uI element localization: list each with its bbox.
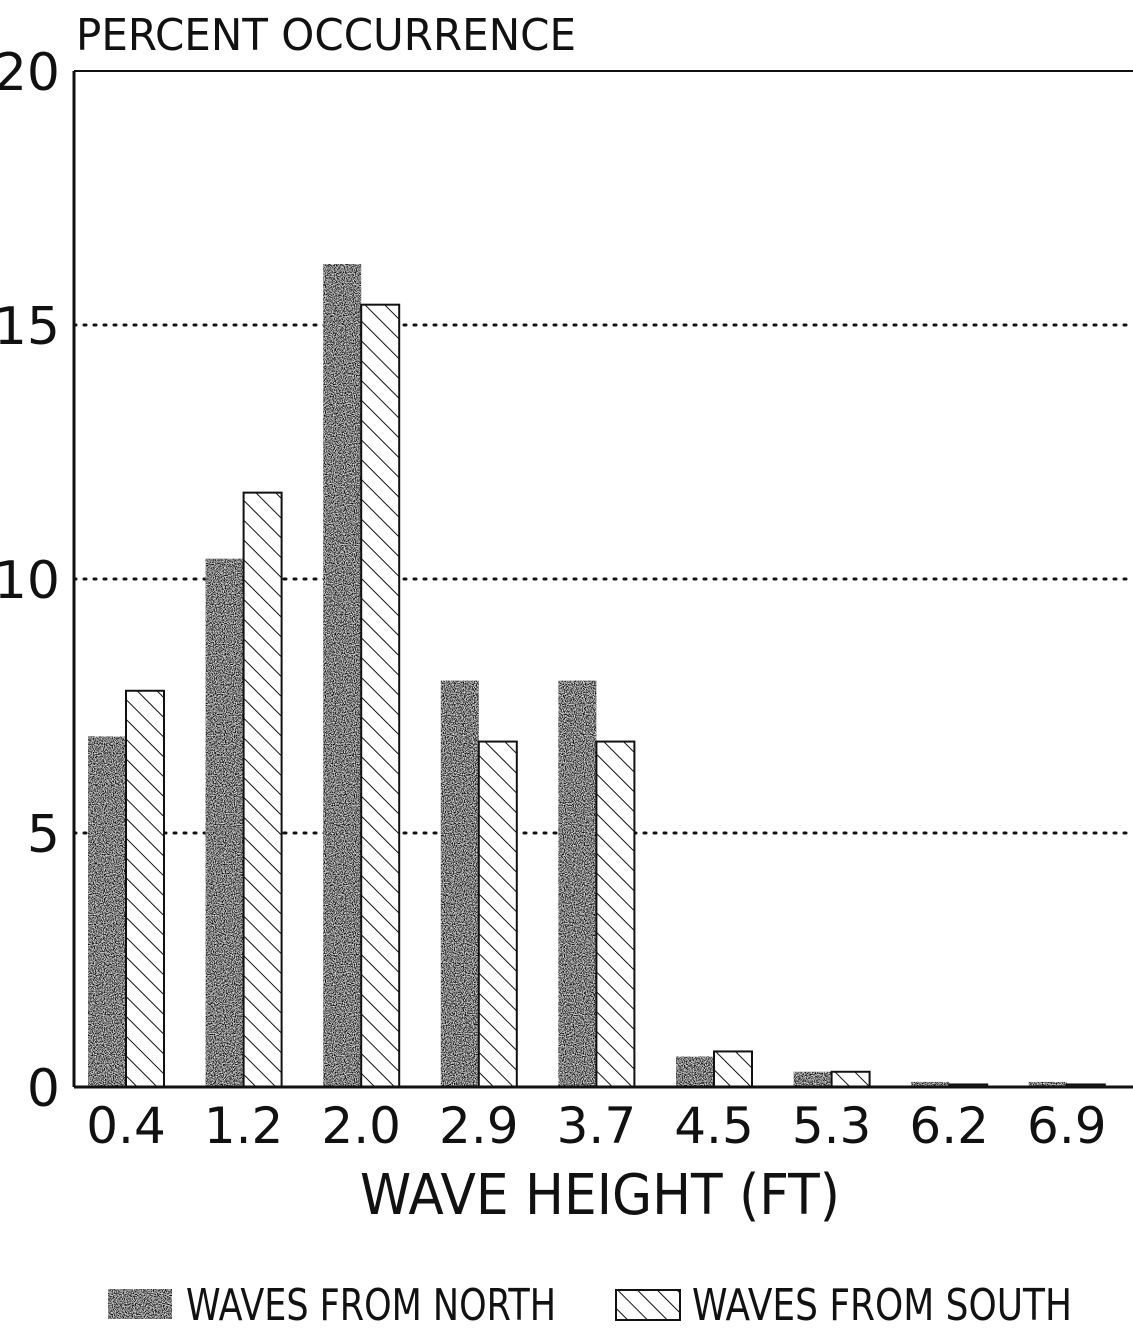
bar-south [477, 740, 518, 1088]
bar-north [323, 264, 362, 1087]
bar-north [88, 736, 126, 1087]
x-tick-label: 1.2 [204, 1097, 284, 1155]
y-axis-title: PERCENT OCCURRENCE [76, 10, 576, 61]
y-tick-label: 10 [0, 551, 60, 611]
bar-south [125, 689, 165, 1088]
legend-swatch-south [615, 1289, 681, 1321]
bar-north [676, 1056, 714, 1087]
bar-north [911, 1081, 950, 1087]
x-tick-label: 6.2 [909, 1097, 989, 1155]
x-axis-title: WAVE HEIGHT (FT) [360, 1163, 840, 1228]
bar-north [440, 680, 479, 1087]
bar-north [205, 558, 244, 1087]
bar-north [558, 680, 597, 1087]
bar-south [595, 740, 636, 1088]
y-tick-label: 15 [0, 297, 60, 357]
legend-label-north: WAVES FROM NORTH [186, 1280, 556, 1329]
x-tick-label: 4.5 [674, 1097, 754, 1155]
x-tick-labels: 0.4 1.2 2.0 2.9 3.7 4.5 5.3 6.2 6.9 [86, 1097, 1106, 1155]
x-tick-label: 6.9 [1027, 1097, 1107, 1155]
y-tick-label: 0 [27, 1059, 60, 1119]
bar-south [830, 1070, 871, 1089]
x-tick-label: 5.3 [792, 1097, 872, 1155]
bar-north [1028, 1081, 1067, 1087]
x-tick-label: 2.9 [439, 1097, 519, 1155]
x-tick-label: 0.4 [86, 1097, 166, 1155]
legend-label-south: WAVES FROM SOUTH [692, 1280, 1072, 1329]
axes [72, 70, 1133, 1089]
x-tick-label: 3.7 [557, 1097, 637, 1155]
y-tick-labels: 0 5 10 15 20 [0, 43, 60, 1119]
bar-south [360, 303, 401, 1088]
legend-swatch-north [108, 1289, 172, 1319]
bars [88, 264, 1106, 1089]
y-tick-label: 20 [0, 43, 60, 103]
x-tick-label: 2.0 [321, 1097, 401, 1155]
bar-south [713, 1050, 753, 1088]
bar-south [242, 491, 283, 1088]
bar-north [793, 1071, 832, 1087]
legend: WAVES FROM NORTH WAVES FROM SOUTH [108, 1280, 1072, 1329]
y-tick-label: 5 [27, 805, 60, 865]
